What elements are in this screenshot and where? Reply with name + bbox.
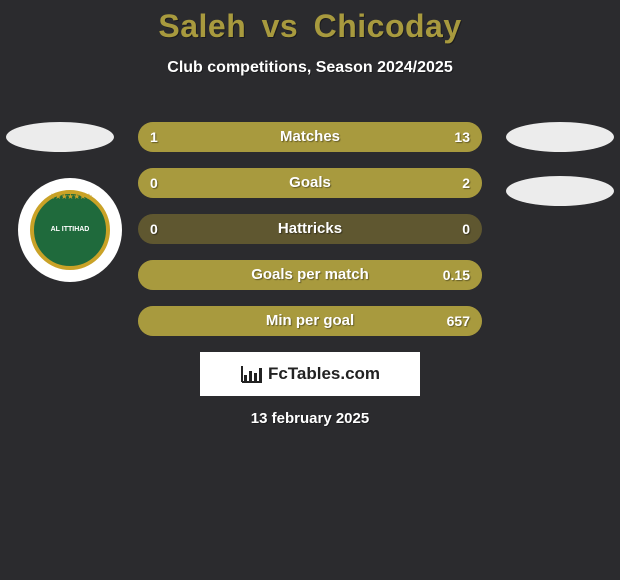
stat-bar-right xyxy=(162,122,482,152)
brand-attribution: FcTables.com xyxy=(200,352,420,396)
player1-club-logo: ★★★★★★★ AL ITTIHAD xyxy=(18,178,122,282)
stat-value-right: 0 xyxy=(462,214,470,244)
comparison-infographic: Saleh vs Chicoday Club competitions, Sea… xyxy=(0,0,620,580)
bar-chart-icon xyxy=(240,364,264,384)
club-logo-text: AL ITTIHAD xyxy=(51,226,90,234)
date-label: 13 february 2025 xyxy=(0,410,620,427)
player2-name: Chicoday xyxy=(314,8,462,44)
page-title: Saleh vs Chicoday xyxy=(0,0,620,45)
stat-value-left: 0 xyxy=(150,214,158,244)
stat-row: Hattricks0 0 xyxy=(138,214,482,244)
stat-bar-right xyxy=(138,260,482,290)
stat-label: Hattricks xyxy=(138,214,482,244)
stat-bar-left xyxy=(138,122,162,152)
stat-bar-right xyxy=(138,306,482,336)
subtitle: Club competitions, Season 2024/2025 xyxy=(0,59,620,77)
stat-row: Min per goal657 xyxy=(138,306,482,336)
player1-name: Saleh xyxy=(158,8,246,44)
club-logo-stars-icon: ★★★★★★★ xyxy=(34,192,106,201)
player2-badge-placeholder xyxy=(506,122,614,152)
brand-text: FcTables.com xyxy=(268,364,380,384)
vs-label: vs xyxy=(262,8,299,44)
player2-club-placeholder xyxy=(506,176,614,206)
stat-bar-right xyxy=(138,168,482,198)
stat-row: Goals02 xyxy=(138,168,482,198)
player1-badge-placeholder xyxy=(6,122,114,152)
stat-bars-container: Matches113 Goals02 Hattricks0 0 Goals per ma… xyxy=(138,122,482,352)
stat-row: Goals per match0.15 xyxy=(138,260,482,290)
stat-row: Matches113 xyxy=(138,122,482,152)
club-logo-inner: ★★★★★★★ AL ITTIHAD xyxy=(30,190,110,270)
